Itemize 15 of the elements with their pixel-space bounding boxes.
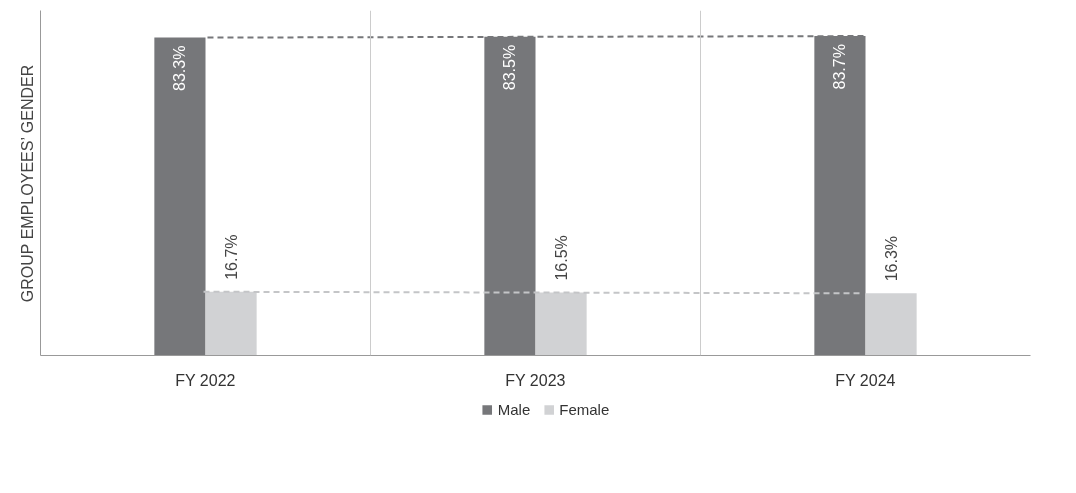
data-label: 83.7% — [831, 44, 849, 90]
data-label: 16.5% — [552, 235, 570, 281]
data-label: 16.7% — [222, 234, 240, 280]
legend-label: Female — [559, 400, 610, 418]
bar — [535, 292, 587, 356]
legend-label: Male — [497, 400, 531, 418]
x-tick-label: FY 2024 — [835, 371, 896, 389]
x-tick-label: FY 2022 — [175, 371, 236, 389]
data-label: 16.3% — [882, 235, 900, 282]
data-label: 83.5% — [501, 44, 519, 91]
x-tick-label: FY 2023 — [505, 371, 566, 389]
data-label: 83.3% — [171, 45, 189, 91]
y-axis-title: GROUP EMPLOYEES’ GENDER — [18, 64, 36, 303]
bar — [205, 291, 257, 356]
bar — [865, 293, 917, 356]
